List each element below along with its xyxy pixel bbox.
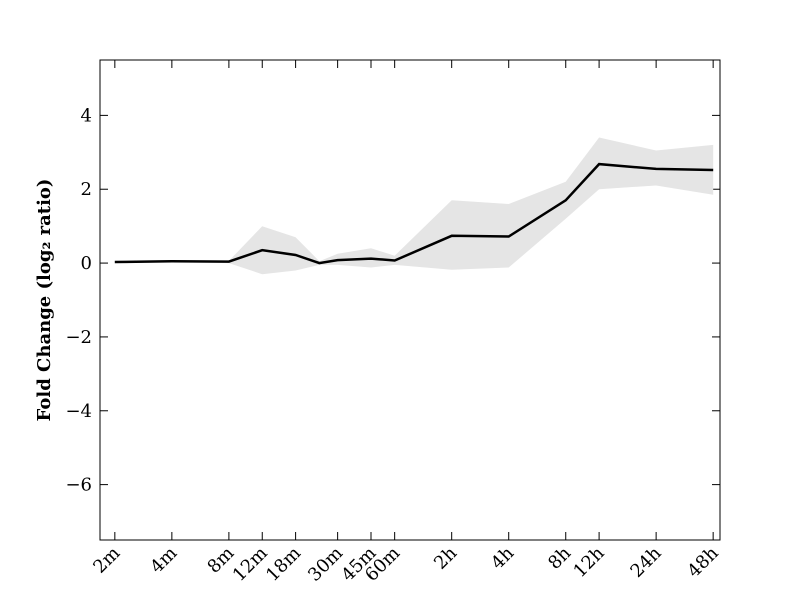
y-tick-label: −6 [65, 475, 92, 496]
x-tick-label: 18m [262, 543, 305, 586]
y-tick-label: 0 [81, 253, 92, 274]
y-tick-label: 4 [81, 105, 92, 126]
y-tick-label: −4 [65, 401, 92, 422]
x-tick-label: 4h [487, 542, 518, 573]
x-tick-label: 12h [569, 542, 609, 582]
x-tick-label: 12m [229, 543, 272, 586]
x-tick-label: 48h [683, 542, 723, 582]
x-tick-label: 2m [89, 543, 124, 578]
x-tick-label: 30m [304, 543, 347, 586]
data-line [114, 162, 714, 265]
y-tick-label: −2 [65, 327, 92, 348]
x-tick-label: 2h [430, 542, 461, 573]
y-axis-label: Fold Change (log₂ ratio) [34, 179, 55, 422]
plot-frame [99, 59, 721, 541]
x-tick-label: 24h [626, 542, 666, 582]
y-tick-label: 2 [81, 179, 92, 200]
confidence-band [114, 137, 714, 275]
x-tick-label: 4m [146, 543, 181, 578]
